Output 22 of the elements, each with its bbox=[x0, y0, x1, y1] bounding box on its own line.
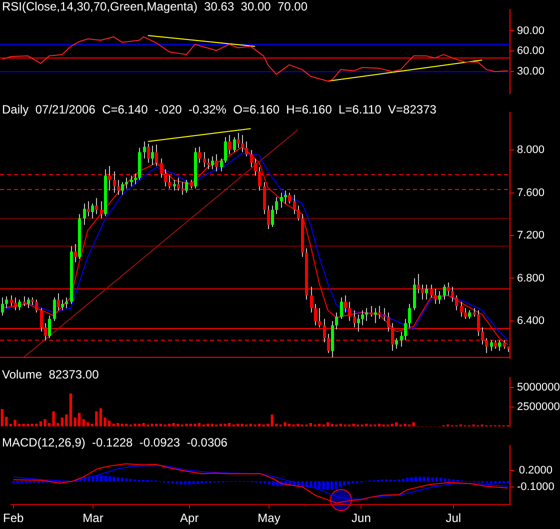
y-tick-label: 0.2000 bbox=[518, 464, 552, 476]
x-tick-label: Jul bbox=[446, 511, 462, 526]
y-tick-label: 90.00 bbox=[517, 24, 545, 37]
y-tick-label: 2500000 bbox=[517, 401, 560, 414]
x-tick-label: Mar bbox=[82, 511, 104, 526]
y-tick-label: 6.400 bbox=[517, 315, 545, 328]
x-tick-label: Feb bbox=[2, 511, 24, 526]
y-tick-label: 8.000 bbox=[517, 144, 545, 156]
chart-title: RSI(Close,14,30,70,Green,Magenta) 30.63 30.00 70.00 bbox=[2, 0, 308, 14]
y-tick-label: -0.1000 bbox=[517, 480, 554, 493]
y-tick-label: 60.00 bbox=[517, 45, 545, 58]
x-tick-label: Apr bbox=[180, 511, 199, 526]
chart-title: Volume 82373.00 bbox=[2, 367, 100, 382]
y-tick-label: 6.800 bbox=[517, 272, 545, 284]
chart-title: MACD(12,26,9) -0.1228 -0.0923 -0.0306 bbox=[2, 435, 228, 450]
y-tick-label: 7.200 bbox=[517, 230, 545, 242]
x-tick-label: Jun bbox=[352, 511, 371, 526]
y-tick-label: 7.600 bbox=[517, 186, 545, 199]
x-tick-label: May bbox=[258, 511, 280, 526]
y-tick-label: 5000000 bbox=[517, 382, 560, 394]
y-tick-label: 30.00 bbox=[517, 66, 545, 78]
chart-title: Daily 07/21/2006 C=6.140 -.020 -0.32% O=6.160 H=6.160 L=6.110 V=82373 bbox=[2, 102, 437, 116]
